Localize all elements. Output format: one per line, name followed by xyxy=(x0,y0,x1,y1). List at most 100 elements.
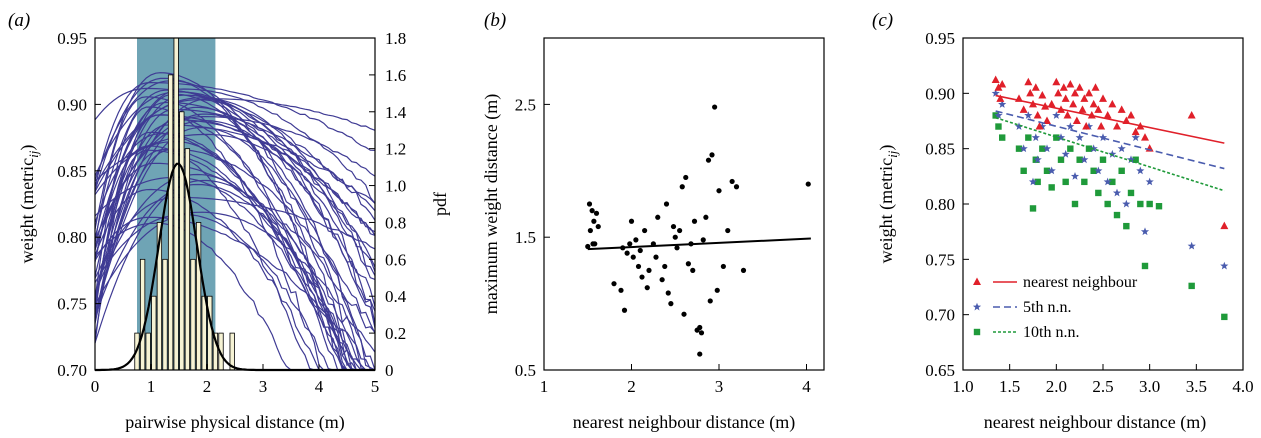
y2-axis-tick-label: 1.0 xyxy=(385,177,406,196)
histogram-bar xyxy=(173,37,179,371)
data-point xyxy=(589,208,595,214)
star-marker xyxy=(998,100,1007,108)
weight-curve xyxy=(94,131,375,371)
triangle-marker xyxy=(1085,88,1093,97)
panel-b: (b) 1 2 3 4 0.5 1.5 2.5 nearest neighbour dis… xyxy=(481,10,825,433)
triangle-marker xyxy=(1069,99,1078,108)
y2-axis-tick-label: 1.8 xyxy=(385,29,406,48)
panel-c: (c) 1.0 1.5 2.0 2.5 3.0 3.5 4.0 0.650.700.750.… xyxy=(872,10,1254,433)
histogram-bar xyxy=(145,332,151,371)
square-marker xyxy=(995,123,1002,130)
data-point xyxy=(698,330,705,336)
triangle-marker xyxy=(1052,77,1061,86)
panel-b-frame xyxy=(543,37,825,371)
x-axis-tick-label: 4 xyxy=(315,377,324,396)
weight-curve xyxy=(94,93,375,371)
star-marker xyxy=(1112,188,1122,197)
triangle-marker xyxy=(1097,122,1106,130)
data-point xyxy=(585,243,591,250)
data-point xyxy=(685,261,691,267)
square-marker xyxy=(1020,167,1027,174)
panel-b-label: (b) xyxy=(484,10,506,31)
triangle-marker xyxy=(1063,110,1072,119)
histogram-bar xyxy=(139,258,146,371)
triangle-marker xyxy=(1033,110,1042,119)
x-axis-tick-label: 4 xyxy=(802,377,811,396)
square-marker xyxy=(1221,313,1228,321)
star-marker xyxy=(1042,144,1052,153)
weight-curve xyxy=(94,81,376,188)
star-marker xyxy=(1038,122,1047,130)
star-marker xyxy=(1103,177,1112,186)
square-marker xyxy=(1109,178,1116,186)
star-marker xyxy=(1094,166,1103,175)
x-axis-title: nearest neighbour distance (m) xyxy=(984,412,1206,433)
panel-c-frame xyxy=(962,37,1244,371)
x-axis-ticks: 1.0 1.5 2.0 2.5 3.0 3.5 4.0 xyxy=(952,364,1254,396)
square-marker xyxy=(1155,203,1163,210)
star-marker xyxy=(1014,122,1024,130)
legend: nearest neighbour 5th n.n. 10th n.n. xyxy=(972,274,1138,341)
histogram-bar xyxy=(151,295,157,371)
data-point xyxy=(646,267,652,273)
data-point xyxy=(716,188,722,194)
star-marker xyxy=(1136,166,1145,175)
y2-axis-tick-label: 1.4 xyxy=(385,103,407,122)
triangle-marker xyxy=(1117,105,1126,113)
data-point xyxy=(700,237,706,243)
square-marker xyxy=(1099,156,1107,163)
y2-axis-tick-label: 0.8 xyxy=(385,213,406,232)
data-point xyxy=(611,281,617,287)
triangle-marker xyxy=(1047,99,1056,108)
star-marker xyxy=(1145,177,1154,186)
y-axis-tick-label: 0.70 xyxy=(925,306,955,325)
x-axis-tick-label: 4.0 xyxy=(1232,377,1253,396)
y-axis-tick-label: 0.90 xyxy=(57,95,87,114)
y-axis-tick-label: 0.95 xyxy=(57,29,87,48)
data-point xyxy=(707,298,713,304)
data-point xyxy=(637,247,643,254)
triangle-marker xyxy=(1024,77,1033,86)
square-marker xyxy=(1062,178,1069,186)
data-point xyxy=(662,263,668,270)
square-marker xyxy=(1015,145,1023,152)
weight-curve xyxy=(94,72,375,371)
y2-axis-tick-label: 0.6 xyxy=(385,250,406,269)
x-axis-tick-label: 1 xyxy=(147,377,156,396)
histogram-bar xyxy=(179,111,185,371)
panel-a-label: (a) xyxy=(8,10,30,31)
star-marker xyxy=(1070,172,1080,180)
weight-curve xyxy=(94,99,376,280)
star-marker xyxy=(1019,144,1028,153)
weight-curves xyxy=(94,72,376,371)
square-marker xyxy=(1141,262,1149,270)
histogram-bar xyxy=(190,258,196,371)
data-point xyxy=(635,263,642,270)
star-marker xyxy=(1052,111,1061,119)
data-point xyxy=(665,290,671,296)
y-axis-tick-label: 0.85 xyxy=(925,140,955,159)
star-marker xyxy=(1056,133,1066,142)
square-marker xyxy=(1085,145,1093,152)
square-marker xyxy=(1146,200,1153,208)
square-marker xyxy=(1081,178,1088,186)
weight-curve xyxy=(94,173,375,371)
histogram-bar xyxy=(167,74,174,371)
y-axis-title: weight (metricij) xyxy=(17,145,41,264)
weight-curve xyxy=(94,148,376,334)
square-marker xyxy=(1039,145,1046,152)
data-point xyxy=(805,181,811,187)
triangle-marker xyxy=(1071,88,1079,97)
y-axis-tick-label: 0.85 xyxy=(57,162,87,181)
star-marker xyxy=(1075,133,1084,142)
data-point xyxy=(679,184,685,190)
weight-curve xyxy=(94,213,375,371)
triangle-marker xyxy=(1220,221,1229,230)
square-marker xyxy=(999,134,1006,141)
triangle-marker xyxy=(998,79,1007,88)
panel-c-label: (c) xyxy=(872,10,893,31)
star-marker xyxy=(1122,199,1131,208)
x-axis-tick-label: 1.5 xyxy=(999,377,1020,396)
data-point xyxy=(690,267,696,273)
data-point xyxy=(670,223,677,230)
